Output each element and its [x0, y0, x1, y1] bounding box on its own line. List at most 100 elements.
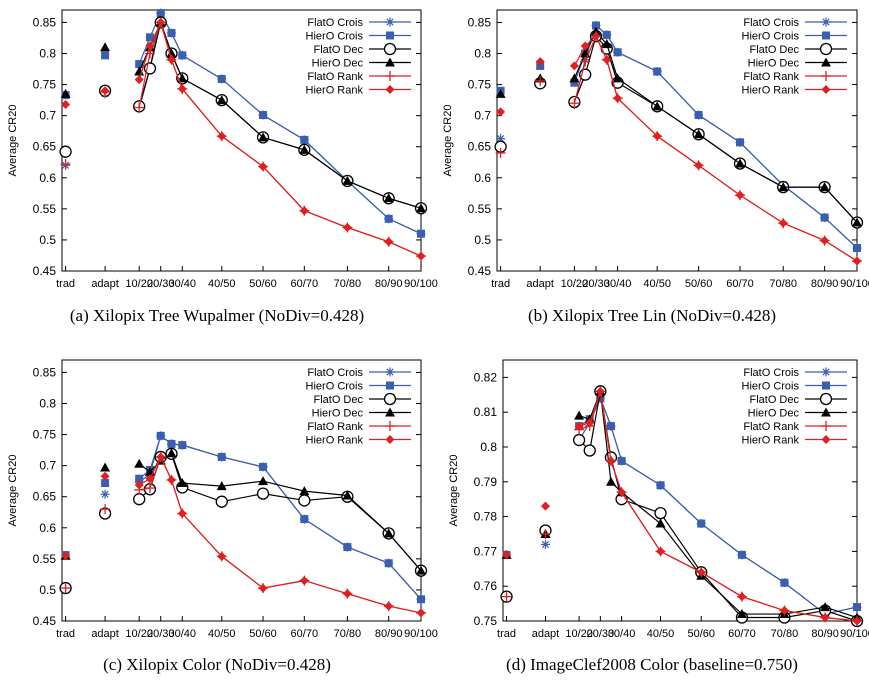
series-line [573, 24, 858, 249]
data-point [617, 487, 627, 497]
x-tick-label: 70/80 [334, 628, 362, 640]
legend-marker [385, 421, 395, 431]
y-tick-label: 0.5 [39, 233, 56, 247]
data-point [299, 144, 310, 154]
legend-marker [822, 31, 830, 40]
x-tick-label: 80/90 [811, 628, 839, 640]
data-point [656, 481, 665, 490]
x-tick-label: 60/70 [726, 278, 754, 290]
legend-marker [819, 42, 833, 56]
series-line [573, 30, 858, 223]
data-point [100, 86, 110, 96]
legend-label: HierO Crois [306, 381, 364, 393]
legend-label: FlatO Crois [307, 17, 363, 29]
data-point [144, 483, 155, 494]
data-point [59, 145, 72, 158]
legend-marker [385, 407, 395, 417]
legend-marker [822, 381, 830, 390]
data-point [580, 56, 591, 67]
data-point [820, 613, 830, 623]
data-point [134, 480, 144, 490]
data-point [540, 501, 550, 511]
data-point [134, 458, 145, 468]
data-point [496, 107, 506, 117]
data-point [258, 583, 268, 593]
data-point [585, 418, 595, 428]
data-point [696, 567, 706, 577]
data-point [156, 9, 165, 18]
y-tick-label: 0.5 [39, 583, 56, 597]
legend-marker [385, 435, 395, 444]
y-tick-label: 0.77 [474, 544, 498, 558]
data-point [779, 606, 789, 616]
data-point [258, 132, 269, 142]
x-tick-label: 70/80 [769, 278, 797, 290]
data-point [501, 591, 512, 602]
plot-frame [502, 359, 858, 622]
data-point [343, 543, 352, 552]
series-line [138, 11, 422, 235]
y-axis-label: Average CR20 [7, 105, 19, 177]
data-point [342, 490, 353, 500]
y-tick-label: 0.82 [474, 370, 498, 384]
data-point [417, 595, 425, 604]
data-point [384, 214, 393, 223]
y-tick-label: 0.8 [480, 440, 497, 454]
legend-marker [383, 392, 397, 406]
data-point [177, 508, 187, 518]
data-point [602, 30, 611, 39]
data-point [853, 244, 861, 253]
x-tick-label: 50/60 [687, 628, 715, 640]
data-point [298, 494, 311, 507]
x-tick-label: 40/50 [208, 628, 236, 640]
data-point [100, 462, 111, 472]
y-tick-label: 0.6 [39, 171, 56, 185]
y-tick-label: 0.55 [33, 202, 57, 216]
data-point [156, 431, 165, 440]
legend-marker [383, 42, 397, 56]
data-point [694, 111, 703, 120]
y-tick-label: 0.85 [468, 15, 492, 29]
y-tick-label: 0.65 [33, 140, 57, 154]
data-point [259, 462, 268, 471]
y-tick-label: 0.78 [474, 510, 498, 524]
legend-label: HierO Crois [742, 381, 800, 393]
x-tick-label: trad [56, 278, 75, 290]
data-point [416, 565, 426, 575]
y-tick-label: 0.7 [39, 109, 56, 123]
data-point [134, 102, 145, 113]
data-point [495, 147, 506, 158]
x-tick-label: 70/80 [334, 278, 362, 290]
data-point [820, 213, 829, 222]
data-point [256, 487, 270, 500]
data-point [735, 190, 745, 200]
data-point [693, 129, 704, 139]
x-tick-label: 50/60 [249, 628, 277, 640]
data-point [300, 135, 309, 144]
legend-label: FlatO Dec [313, 394, 363, 406]
series-line [138, 20, 422, 209]
data-point [61, 551, 71, 561]
series-line [138, 434, 422, 600]
data-point [145, 33, 154, 42]
y-tick-label: 0.45 [33, 264, 57, 278]
series-line [573, 34, 858, 223]
data-point [384, 559, 393, 568]
data-point [133, 493, 146, 506]
y-tick-label: 0.5 [474, 233, 491, 247]
data-point [166, 475, 176, 485]
legend-label: HierO Rank [306, 435, 364, 447]
data-point [606, 456, 616, 466]
legend-label: FlatO Dec [749, 44, 799, 56]
data-point [606, 422, 615, 431]
legend-marker [385, 85, 395, 94]
legend-marker [386, 381, 394, 390]
y-tick-label: 0.6 [39, 521, 56, 535]
legend-label: FlatO Crois [743, 17, 799, 29]
x-tick-label: adapt [532, 628, 560, 640]
x-tick-label: trad [56, 628, 75, 640]
y-tick-label: 0.79 [474, 475, 498, 489]
legend-label: FlatO Rank [743, 71, 799, 83]
data-point [737, 550, 746, 559]
